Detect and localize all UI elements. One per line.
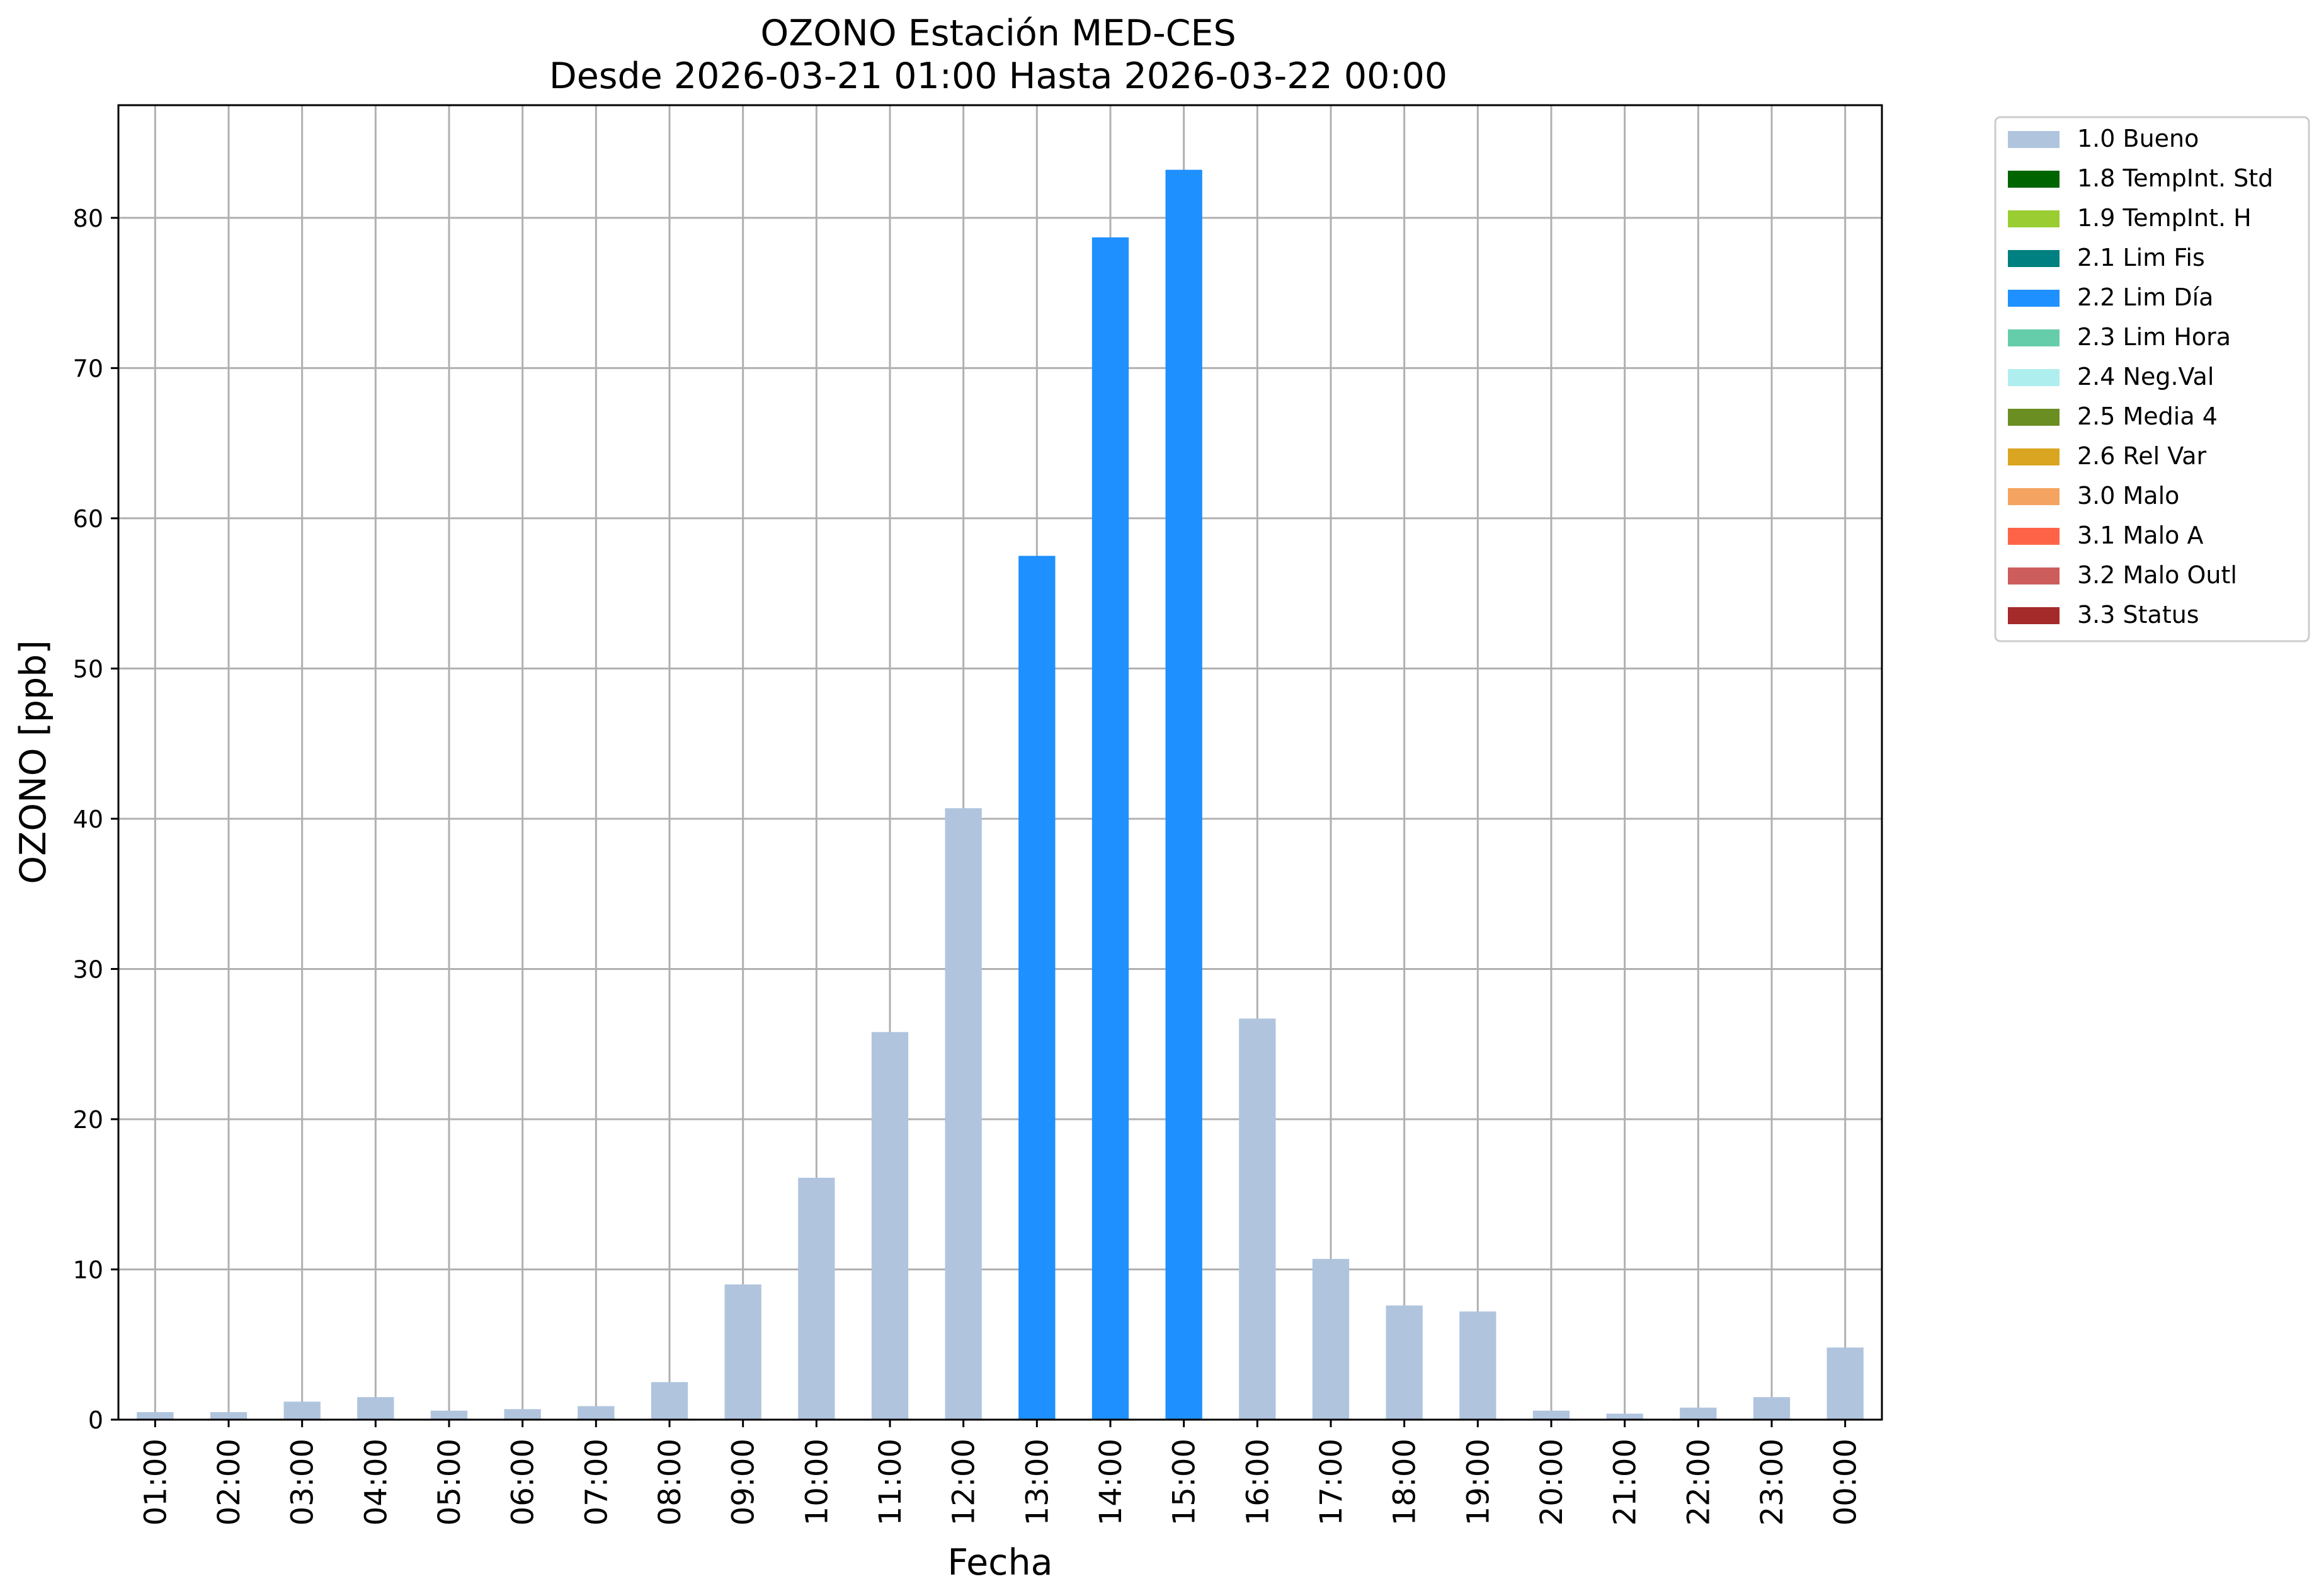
legend-swatch [2008,329,2060,346]
y-tick-label: 40 [73,806,103,833]
bar-2300 [1753,1397,1791,1420]
legend-label: 1.8 TempInt. Std [2077,164,2273,192]
bar-1200 [945,808,982,1420]
x-tick-label: 07:00 [579,1439,614,1525]
legend-swatch [2008,290,2060,307]
bar-1800 [1386,1305,1423,1420]
x-tick-label: 04:00 [358,1439,394,1525]
x-tick-label: 09:00 [726,1439,761,1525]
legend-swatch [2008,528,2060,545]
bar-0300 [283,1401,321,1420]
y-axis-ticks: 0 10 20 30 40 50 60 70 80 [73,205,118,1434]
bar-2100 [1606,1413,1643,1420]
x-tick-label: 12:00 [947,1439,982,1525]
bar-0900 [724,1284,761,1420]
legend-label: 2.3 Lim Hora [2077,323,2231,351]
x-tick-label: 20:00 [1534,1439,1570,1525]
chart-title: OZONO Estación MED-CES [760,13,1236,54]
grid-lines [118,105,1882,1421]
legend-label: 2.5 Media 4 [2077,402,2218,430]
bar-1400 [1091,237,1129,1420]
legend-label: 1.9 TempInt. H [2077,204,2252,232]
bar-1000 [798,1177,835,1420]
legend-label: 2.1 Lim Fis [2077,244,2205,271]
x-tick-label: 08:00 [652,1439,688,1525]
legend-swatch [2008,171,2060,188]
x-tick-label: 23:00 [1755,1439,1790,1525]
bar-0100 [137,1412,174,1420]
legend-swatch [2008,369,2060,386]
legend: 1.0 Bueno 1.8 TempInt. Std 1.9 TempInt. H 2… [1994,116,2310,642]
legend-swatch [2008,607,2060,624]
y-tick-label: 70 [73,355,103,382]
plot-frame [117,104,1883,1421]
bar-1500 [1165,169,1202,1420]
x-tick-label: 02:00 [212,1439,247,1525]
x-axis-ticks: 01:00 02:00 03:00 04:00 05:00 06:00 07:00 08:00… [138,1420,1864,1525]
bar-1900 [1459,1311,1496,1420]
legend-swatch [2008,488,2060,505]
x-tick-label: 21:00 [1608,1439,1643,1525]
y-tick-label: 80 [73,205,103,232]
x-tick-label: 18:00 [1387,1439,1423,1525]
y-axis-label: OZONO [ppb] [13,640,54,884]
bar-1600 [1239,1018,1276,1420]
x-tick-label: 06:00 [506,1439,541,1525]
x-tick-label: 01:00 [138,1439,173,1525]
x-tick-label: 14:00 [1093,1439,1129,1525]
y-tick-label: 0 [88,1406,103,1434]
x-tick-label: 13:00 [1020,1439,1055,1525]
legend-label: 3.3 Status [2077,601,2199,629]
bar-2000 [1532,1410,1570,1420]
x-tick-label: 17:00 [1314,1439,1349,1525]
bar-0800 [651,1382,688,1420]
x-tick-label: 11:00 [873,1439,908,1525]
legend-label: 3.0 Malo [2077,482,2179,510]
y-tick-label: 20 [73,1106,103,1134]
bar-0400 [357,1397,394,1420]
legend-label: 3.2 Malo Outl [2077,561,2237,589]
legend-label: 1.0 Bueno [2077,125,2199,152]
bar-1100 [871,1032,909,1420]
x-tick-label: 15:00 [1167,1439,1202,1525]
bar-0000 [1826,1347,1864,1420]
legend-label: 3.1 Malo A [2077,522,2203,549]
bar-2200 [1680,1407,1717,1420]
y-tick-label: 30 [73,955,103,983]
legend-swatch [2008,210,2060,227]
bar-0600 [504,1409,541,1420]
legend-label: 2.6 Rel Var [2077,442,2207,470]
x-tick-label: 05:00 [432,1439,467,1525]
x-tick-label: 03:00 [285,1439,321,1525]
bars [137,169,1864,1420]
x-tick-label: 10:00 [799,1439,835,1525]
bar-0500 [430,1410,468,1420]
x-tick-label: 19:00 [1461,1439,1496,1525]
legend-box [1994,116,2310,642]
x-tick-label: 16:00 [1240,1439,1275,1525]
x-tick-label: 22:00 [1681,1439,1716,1525]
legend-swatch [2008,131,2060,148]
y-tick-label: 50 [73,655,103,683]
x-tick-label: 00:00 [1828,1439,1864,1525]
legend-swatch [2008,250,2060,267]
bar-0700 [578,1406,615,1420]
bar-1700 [1312,1258,1350,1420]
x-axis-label: Fecha [947,1542,1052,1583]
chart-subtitle: Desde 2026-03-21 01:00 Hasta 2026-03-22 … [549,55,1447,97]
legend-swatch [2008,567,2060,584]
y-tick-label: 60 [73,505,103,533]
bar-0200 [210,1412,248,1420]
legend-label: 2.2 Lim Día [2077,283,2213,311]
legend-swatch [2008,448,2060,465]
legend-label: 2.4 Neg.Val [2077,363,2214,390]
bar-1300 [1018,556,1056,1420]
y-tick-label: 10 [73,1256,103,1284]
legend-swatch [2008,409,2060,426]
